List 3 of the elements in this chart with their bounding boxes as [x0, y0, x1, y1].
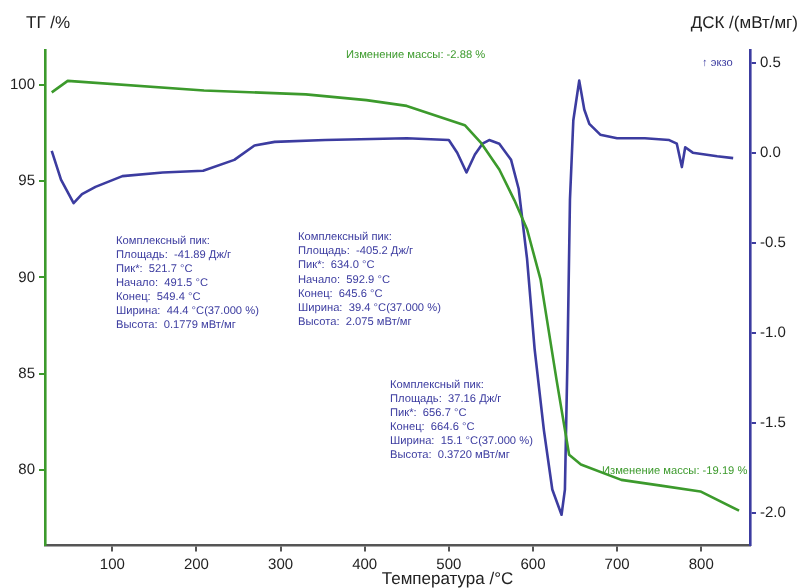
- y-axis-title: ТГ /%: [26, 12, 72, 32]
- x-axis-title: Температура /°C: [381, 568, 514, 588]
- y2-axis-title: ДСК /(мВт/мг): [690, 12, 799, 32]
